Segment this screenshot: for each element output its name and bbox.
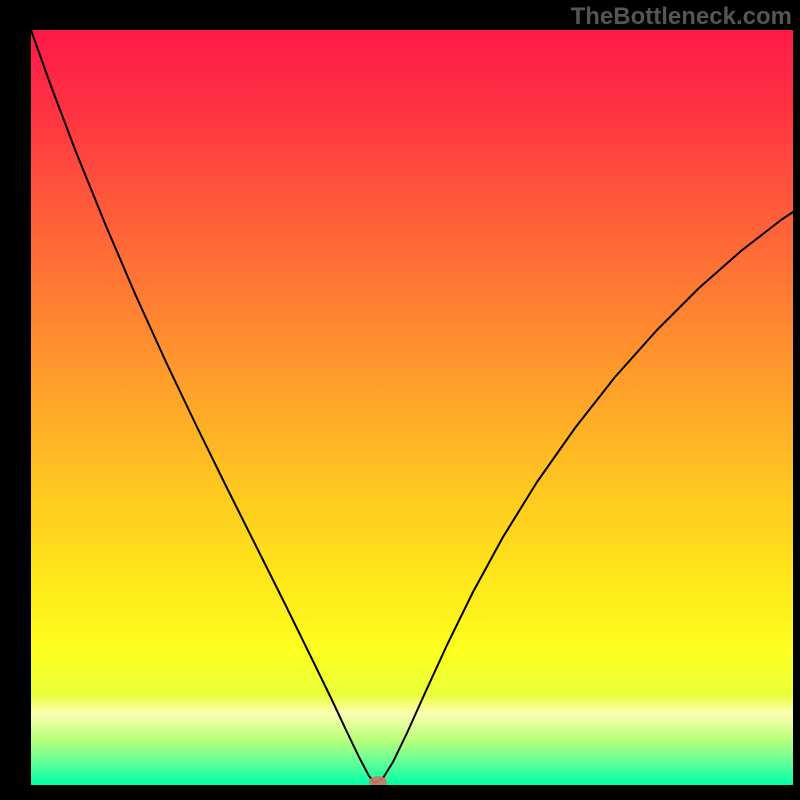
watermark-label: TheBottleneck.com [571, 3, 792, 31]
gradient-background [31, 30, 793, 785]
chart-svg [31, 30, 793, 785]
plot-area [31, 30, 793, 785]
